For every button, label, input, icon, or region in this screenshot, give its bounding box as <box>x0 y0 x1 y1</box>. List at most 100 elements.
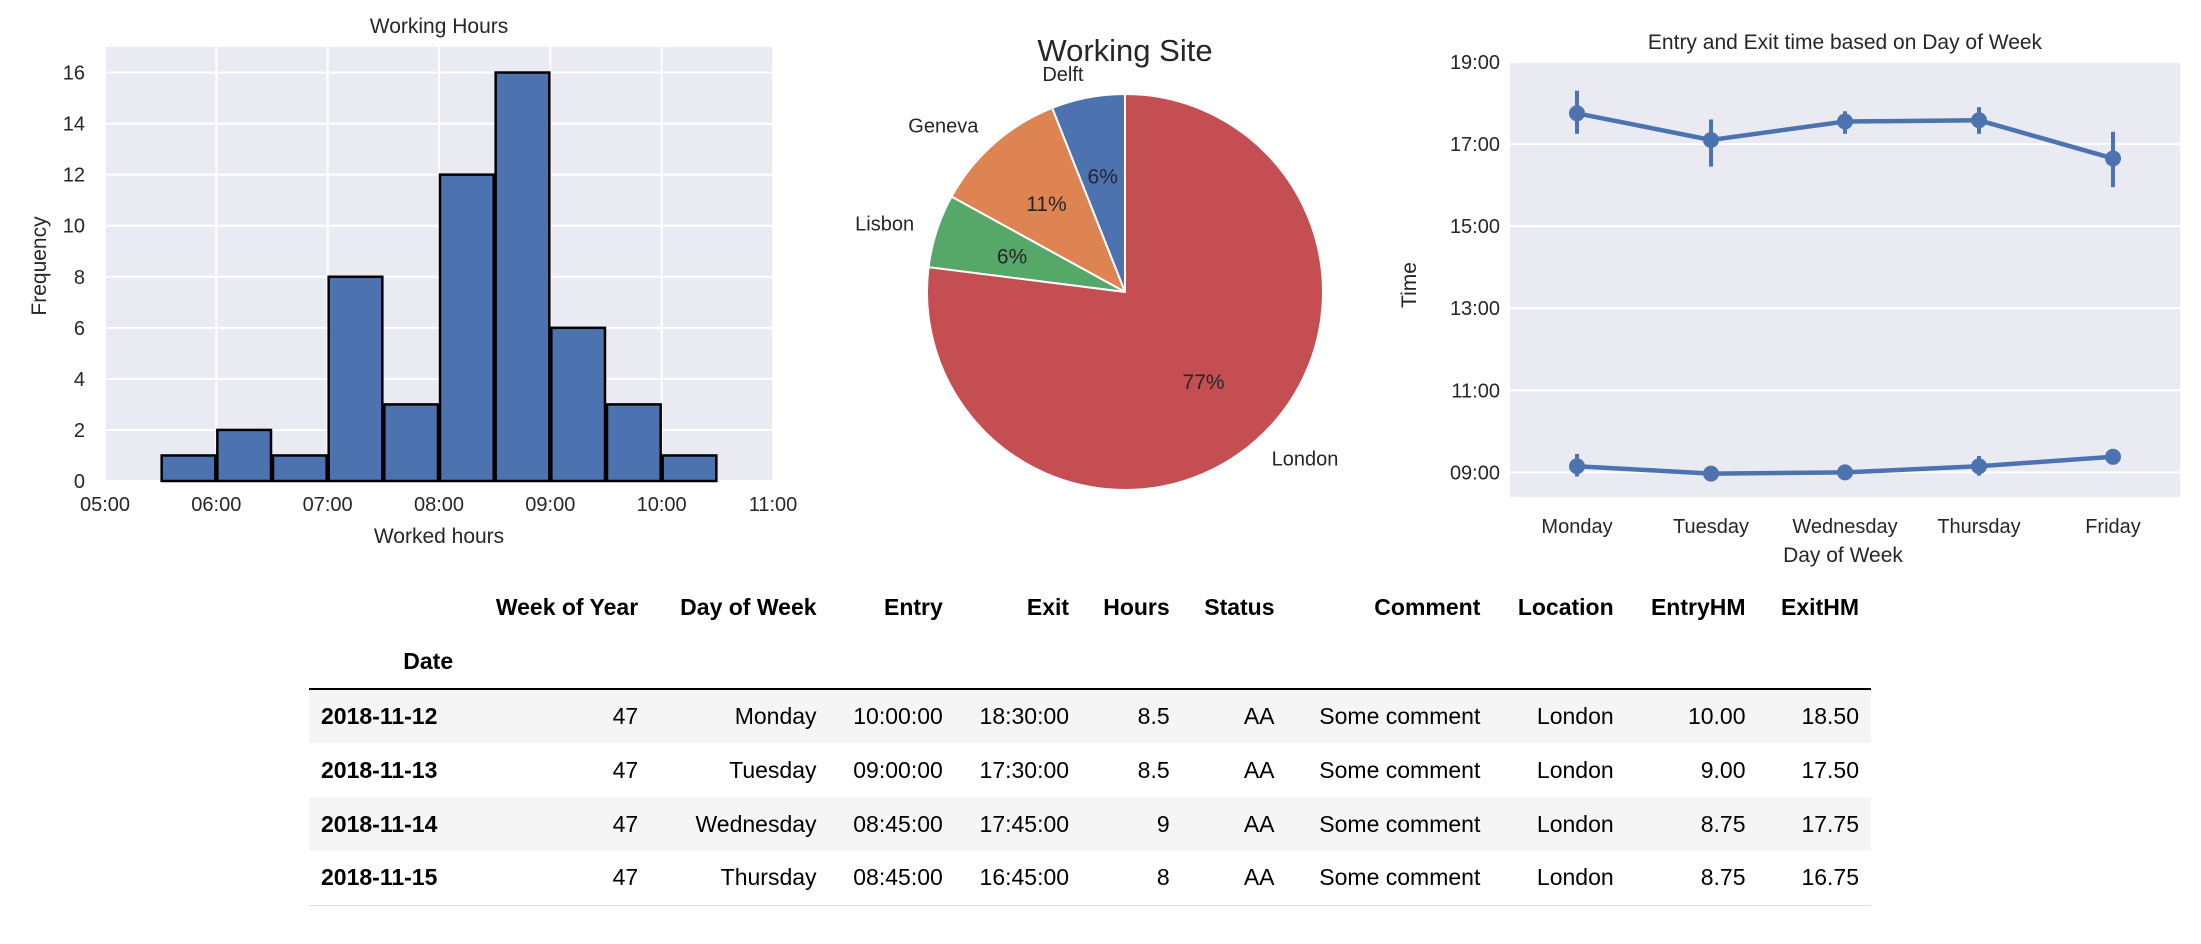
cell: 09:00:00 <box>853 756 943 783</box>
cell: 8.5 <box>1137 756 1170 783</box>
histogram-title: Working Hours <box>370 15 509 38</box>
col-header-week-of-year: Week of Year <box>495 593 639 620</box>
cell: 10.00 <box>1687 703 1746 729</box>
histogram-bar <box>438 173 495 483</box>
cell: Tuesday <box>729 756 817 783</box>
cell: London <box>1536 756 1614 783</box>
cell: 9 <box>1156 810 1170 837</box>
pointplot-y-tick-label: 11:00 <box>1451 380 1500 402</box>
histogram-bar <box>605 403 662 483</box>
col-header-exit: Exit <box>1026 593 1070 620</box>
cell: 08:45:00 <box>853 810 943 837</box>
row-index: 2018-11-15 <box>321 864 438 891</box>
cell: 16:45:00 <box>979 864 1070 891</box>
pointplot-title: Entry and Exit time based on Day of Week <box>1648 31 2043 54</box>
index-name-date: Date <box>403 647 454 674</box>
cell: 47 <box>612 810 639 837</box>
cell: 8.75 <box>1700 810 1746 837</box>
col-header-entryhm: EntryHM <box>1650 593 1746 620</box>
pie-pct-label: 6% <box>1088 165 1118 188</box>
cell: 17.75 <box>1801 810 1859 837</box>
pointplot-x-tick-label: Friday <box>2085 516 2141 538</box>
histogram-y-label: Frequency <box>28 216 51 316</box>
pointplot-x-label: Day of Week <box>1783 544 1903 567</box>
cell: 16.75 <box>1801 864 1859 891</box>
pointplot-point <box>2105 448 2121 465</box>
cell: London <box>1536 810 1614 837</box>
cell: Wednesday <box>695 810 817 837</box>
cell: 18.50 <box>1801 703 1859 729</box>
histogram-bar <box>216 428 273 483</box>
pie-slice-label: Lisbon <box>855 213 914 235</box>
pie-pct-label: 11% <box>1026 193 1066 216</box>
histogram-y-tick-label: 2 <box>74 420 85 442</box>
pointplot-point <box>1971 112 1987 129</box>
cell: 8.5 <box>1137 703 1170 729</box>
pointplot-point <box>1837 113 1853 130</box>
cell: AA <box>1243 810 1275 837</box>
pie-pct-label: 77% <box>1183 371 1225 394</box>
pie-slice <box>950 106 1127 295</box>
pointplot-point <box>1569 105 1585 122</box>
table-row: 2018-11-15 47 Thursday 08:45:00 16:45:00… <box>309 851 1871 905</box>
cell: Some comment <box>1319 864 1481 891</box>
histogram-y-tick-label: 4 <box>74 369 85 391</box>
index-row-blank <box>465 634 1871 689</box>
histogram-bar <box>661 454 718 483</box>
table-row: 2018-11-14 47 Wednesday 08:45:00 17:45:0… <box>309 797 1871 851</box>
working-hours-histogram: 05:00 06:00 07:00 08:00 09:00 10:00 11:00 0 2 4 6… <box>28 15 798 548</box>
histogram-y-tick-label: 16 <box>63 63 85 85</box>
cell: AA <box>1243 703 1275 729</box>
histogram-bar <box>494 71 551 483</box>
cell: 9.00 <box>1700 756 1746 783</box>
row-index: 2018-11-14 <box>321 810 438 837</box>
histogram-y-tick-label: 8 <box>74 267 85 289</box>
histogram-y-tick-label: 12 <box>63 165 85 187</box>
histogram-bar <box>271 454 328 483</box>
histogram-y-tick-label: 6 <box>74 318 85 340</box>
histogram-x-tick-label: 07:00 <box>303 494 353 516</box>
pointplot-point <box>1569 458 1585 475</box>
histogram-bar <box>550 326 607 483</box>
cell: 08:45:00 <box>853 864 943 891</box>
histogram-x-label: Worked hours <box>374 525 504 548</box>
histogram-y-tick-label: 14 <box>63 114 85 136</box>
pie-slice-label: Delft <box>1042 64 1084 86</box>
histogram-bar <box>383 403 440 483</box>
cell: Thursday <box>720 864 817 891</box>
cell: London <box>1536 864 1614 891</box>
pie-pct-label: 6% <box>997 245 1027 268</box>
histogram-x-tick-label: 08:00 <box>414 494 464 516</box>
row-index: 2018-11-12 <box>321 703 438 729</box>
cell: Some comment <box>1319 703 1481 729</box>
pointplot-point <box>1703 465 1719 482</box>
pointplot-x-tick-label: Wednesday <box>1792 516 1897 538</box>
cell: AA <box>1243 756 1275 783</box>
pointplot-x-tick-label: Monday <box>1541 516 1612 538</box>
table-index-name-row: Date <box>309 634 1871 689</box>
histogram-x-tick-label: 11:00 <box>749 494 798 516</box>
cell: Some comment <box>1319 810 1481 837</box>
pie-slice-label: London <box>1272 448 1339 470</box>
histogram-bar <box>327 275 384 483</box>
entry-exit-pointplot: Monday Tuesday Wednesday Thursday Friday 09:… <box>1398 31 2180 567</box>
histogram-bar <box>160 454 217 483</box>
table-row: 2018-11-12 47 Monday 10:00:00 18:30:00 8… <box>309 689 1871 743</box>
cell: 17:30:00 <box>979 756 1070 783</box>
table-row: 2018-11-13 47 Tuesday 09:00:00 17:30:00 … <box>309 743 1871 797</box>
cell: 18:30:00 <box>979 703 1070 729</box>
cell: 47 <box>612 703 639 729</box>
cell: 17.50 <box>1801 756 1859 783</box>
cell: 47 <box>612 864 639 891</box>
col-header-entry: Entry <box>884 593 943 620</box>
histogram-x-tick-label: 05:00 <box>80 494 130 516</box>
cell: AA <box>1243 864 1275 891</box>
col-header-exithm: ExitHM <box>1781 593 1859 620</box>
row-index: 2018-11-13 <box>321 756 438 783</box>
table-header-row: Week of Year Day of Week Entry Exit Hour… <box>309 580 1871 634</box>
cell: 10:00:00 <box>853 703 943 729</box>
pointplot-point <box>2105 150 2121 167</box>
pointplot-y-tick-label: 09:00 <box>1450 462 1500 484</box>
cell: Some comment <box>1319 756 1481 783</box>
cell: 8 <box>1156 864 1170 891</box>
